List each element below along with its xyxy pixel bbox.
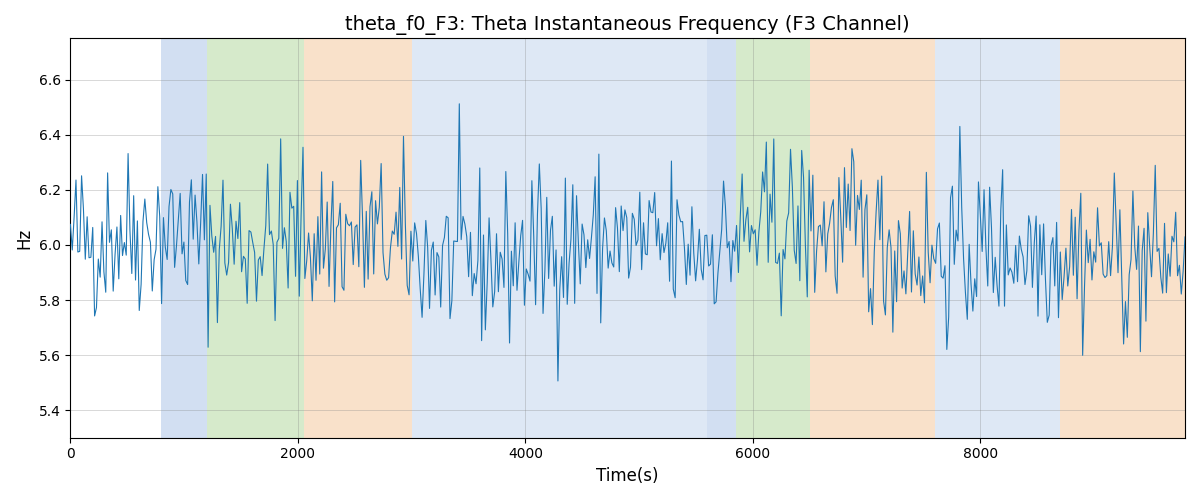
Bar xyxy=(206,38,304,438)
Bar xyxy=(161,38,206,438)
Bar xyxy=(810,38,935,438)
Bar xyxy=(304,38,412,438)
Bar xyxy=(707,38,736,438)
Bar xyxy=(935,38,1060,438)
Y-axis label: Hz: Hz xyxy=(14,228,32,248)
Title: theta_f0_F3: Theta Instantaneous Frequency (F3 Channel): theta_f0_F3: Theta Instantaneous Frequen… xyxy=(346,15,910,35)
Bar xyxy=(1060,38,1186,438)
Bar xyxy=(412,38,707,438)
Bar xyxy=(736,38,810,438)
X-axis label: Time(s): Time(s) xyxy=(596,467,659,485)
